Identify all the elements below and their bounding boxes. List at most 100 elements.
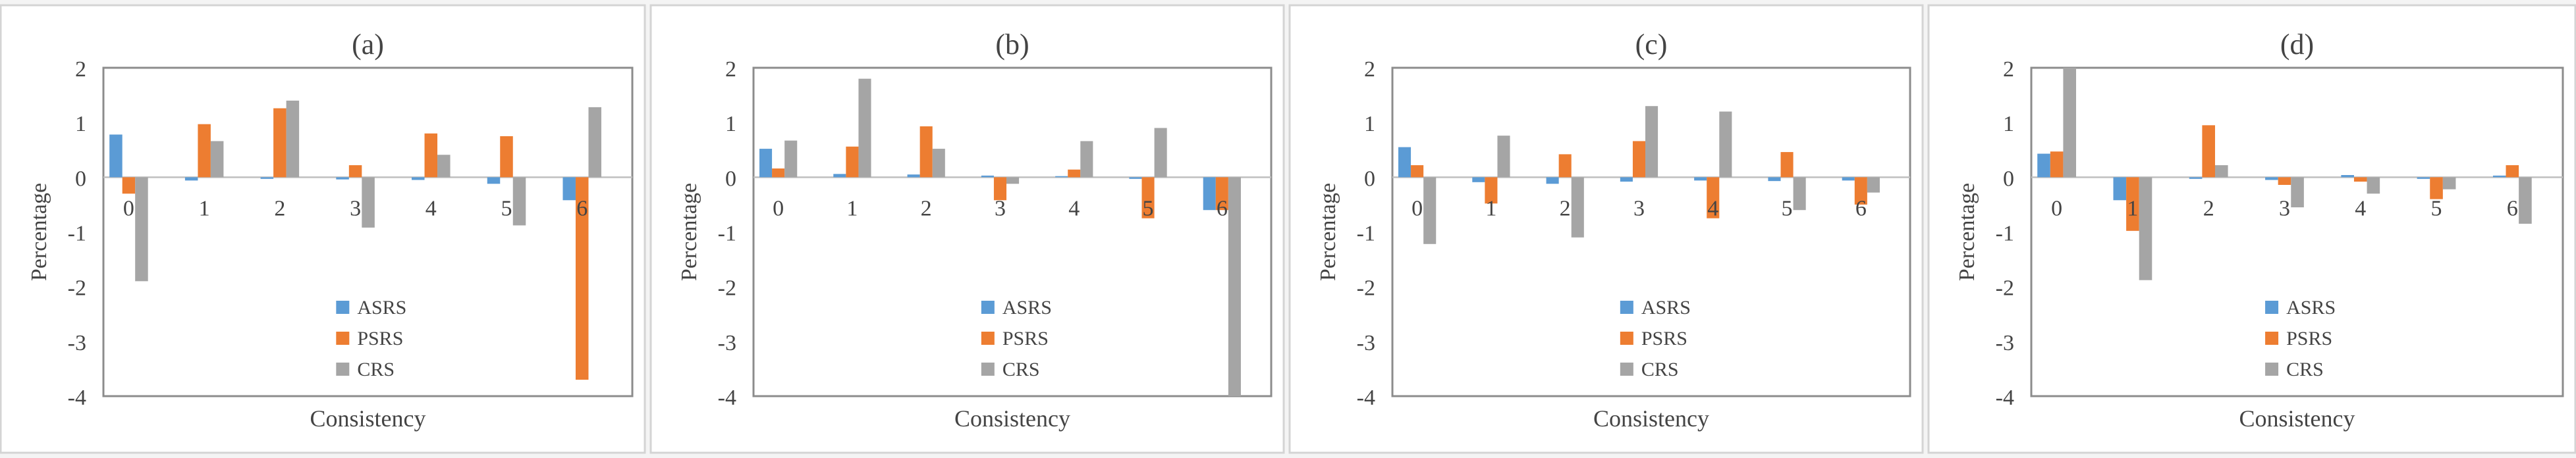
bar-crs-3 [1006,177,1020,184]
y-tick-label: -1 [1996,222,2014,246]
bar-psrs-1 [2126,177,2139,231]
legend-label-asrs: ASRS [1002,297,1052,318]
bar-psrs-3 [348,165,362,178]
bar-psrs-6 [575,177,589,380]
chart-title: (d) [2280,28,2314,61]
bar-crs-1 [210,141,224,178]
plot-area [752,66,1273,397]
legend-swatch-asrs [2265,301,2279,314]
bar-crs-3 [1645,106,1658,178]
y-tick-label: 2 [75,57,86,82]
bar-crs-0 [2063,68,2077,178]
y-tick-label: 2 [1364,57,1375,82]
chart-title: (b) [995,28,1029,61]
bar-asrs-6 [1842,177,1855,181]
bar-psrs-1 [846,146,859,178]
x-tick-label: 4 [1068,196,1080,220]
y-tick-label: 0 [1364,166,1375,191]
bar-asrs-0 [1398,147,1411,178]
bar-asrs-4 [1694,177,1707,181]
bar-psrs-0 [1411,165,1424,178]
y-tick-label: -4 [1357,386,1375,410]
y-tick-label: -2 [68,276,86,301]
y-tick-label: 1 [75,112,86,136]
bar-asrs-5 [1768,177,1781,182]
bar-psrs-6 [1215,177,1228,211]
x-tick-label: 0 [773,196,784,220]
bar-crs-4 [1719,111,1732,178]
y-tick-label: -4 [718,386,736,410]
bar-asrs-2 [907,174,920,178]
legend-swatch-psrs [2265,332,2279,345]
x-tick-label: 5 [1782,196,1793,220]
legend-swatch-crs [336,363,350,376]
y-tick-label: -3 [1996,331,2014,355]
x-tick-label: 4 [1707,196,1718,220]
x-tick-label: 5 [2431,196,2442,220]
panel-frame [649,4,1285,454]
y-axis-title: Percentage [677,183,701,281]
legend-swatch-psrs [1620,332,1633,345]
bar-crs-3 [362,177,375,228]
legend-swatch-asrs [336,301,350,314]
legend-label-crs: CRS [1002,359,1040,380]
bar-asrs-0 [759,149,773,178]
bar-psrs-5 [1141,177,1155,218]
bar-crs-5 [1154,128,1167,178]
plot-area [102,66,634,397]
chart-panel-2: (b) 2 1 0 -1 -2 -3 -4 0 1 2 3 4 5 6 Percentage Consisten… [649,4,1285,454]
bar-crs-4 [2367,177,2380,194]
y-tick-label: -1 [1357,222,1375,246]
x-tick-label: 1 [846,196,858,220]
bar-psrs-2 [1558,154,1572,178]
x-axis-title: Consistency [2239,405,2355,432]
x-tick-label: 2 [1560,196,1571,220]
legend-label-psrs: PSRS [1641,328,1687,349]
bar-crs-2 [1571,177,1584,238]
bar-psrs-0 [122,177,136,194]
y-tick-label: -3 [718,331,736,355]
x-tick-label: 2 [2203,196,2214,220]
bar-psrs-4 [2353,177,2367,182]
legend-swatch-psrs [981,332,995,345]
bar-crs-1 [1497,136,1510,178]
x-tick-label: 2 [921,196,932,220]
legend-swatch-asrs [1620,301,1633,314]
x-tick-label: 4 [425,196,437,220]
x-tick-label: 0 [2051,196,2062,220]
y-tick-label: -3 [1357,331,1375,355]
legend-label-crs: CRS [1641,359,1679,380]
bar-asrs-1 [833,174,846,178]
x-axis-title: Consistency [954,405,1070,432]
y-tick-label: 0 [2003,166,2014,191]
bar-psrs-5 [2430,177,2443,199]
y-axis-title: Percentage [1316,183,1340,281]
x-tick-label: 6 [1217,196,1228,220]
bar-psrs-0 [2050,151,2064,178]
bar-asrs-4 [412,177,425,180]
bar-crs-3 [2291,177,2304,208]
bar-asrs-1 [184,177,198,181]
y-axis-title: Percentage [27,183,51,281]
bar-asrs-0 [2037,153,2050,178]
legend-label-psrs: PSRS [2286,328,2332,349]
x-tick-label: 6 [576,196,588,220]
bar-psrs-2 [919,126,933,178]
x-tick-label: 1 [2127,196,2138,220]
x-tick-label: 5 [501,196,512,220]
bar-crs-0 [784,140,798,178]
bar-crs-1 [2139,177,2152,280]
x-tick-label: 4 [2355,196,2366,220]
panel-frame [0,4,646,454]
x-axis-title: Consistency [1593,405,1709,432]
bar-psrs-3 [1632,141,1646,178]
legend-swatch-psrs [336,332,350,345]
bar-asrs-4 [1055,176,1068,178]
bar-psrs-5 [1780,152,1794,178]
bar-psrs-2 [2202,125,2215,178]
y-tick-label: 2 [2003,57,2014,82]
bar-psrs-4 [1707,177,1720,218]
bar-psrs-5 [500,136,513,178]
bar-crs-5 [512,177,526,226]
